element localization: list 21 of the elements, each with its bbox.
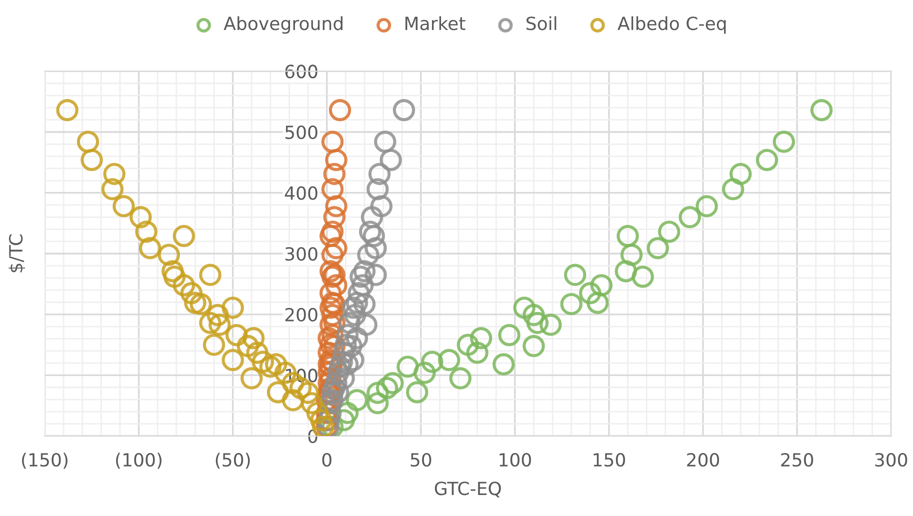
x-tick-label: (50) xyxy=(216,452,250,469)
y-tick-label: 300 xyxy=(285,247,318,261)
y-tick-label: 400 xyxy=(284,186,318,200)
x-tick-label: 250 xyxy=(781,453,814,467)
y-axis-title: $/TC xyxy=(8,234,26,272)
x-tick-label: (150) xyxy=(22,452,68,469)
x-tick-label: 150 xyxy=(594,453,626,467)
x-tick-label: 300 xyxy=(875,453,908,467)
x-tick-label: 0 xyxy=(322,453,332,467)
y-tick-label: 200 xyxy=(285,308,318,322)
x-tick-label: (100) xyxy=(116,452,162,469)
legend-label: Soil xyxy=(526,16,556,30)
x-axis-title: GTC-EQ xyxy=(434,482,501,498)
x-tick-label: 200 xyxy=(687,453,720,467)
legend-label: Market xyxy=(405,16,466,30)
y-tick-label: 500 xyxy=(285,125,318,140)
x-tick-label: 100 xyxy=(500,453,531,467)
legend-label: Aboveground xyxy=(224,16,342,34)
legend-label: Albedo C-eq xyxy=(618,16,726,34)
y-tick-label: 600 xyxy=(285,64,318,78)
x-tick-label: 50 xyxy=(410,453,432,467)
